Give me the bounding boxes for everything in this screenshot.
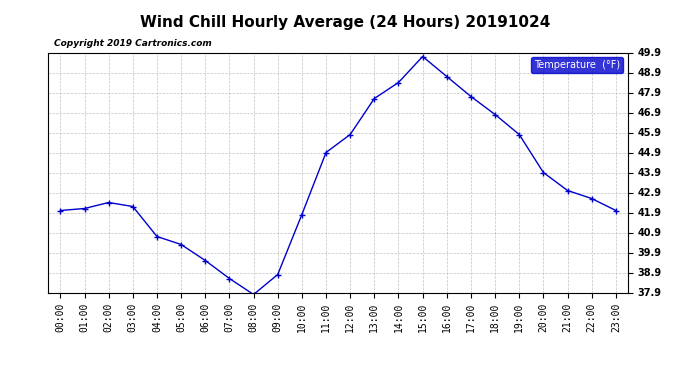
- Text: Wind Chill Hourly Average (24 Hours) 20191024: Wind Chill Hourly Average (24 Hours) 201…: [140, 15, 550, 30]
- Legend: Temperature  (°F): Temperature (°F): [531, 57, 623, 73]
- Text: Copyright 2019 Cartronics.com: Copyright 2019 Cartronics.com: [54, 39, 212, 48]
